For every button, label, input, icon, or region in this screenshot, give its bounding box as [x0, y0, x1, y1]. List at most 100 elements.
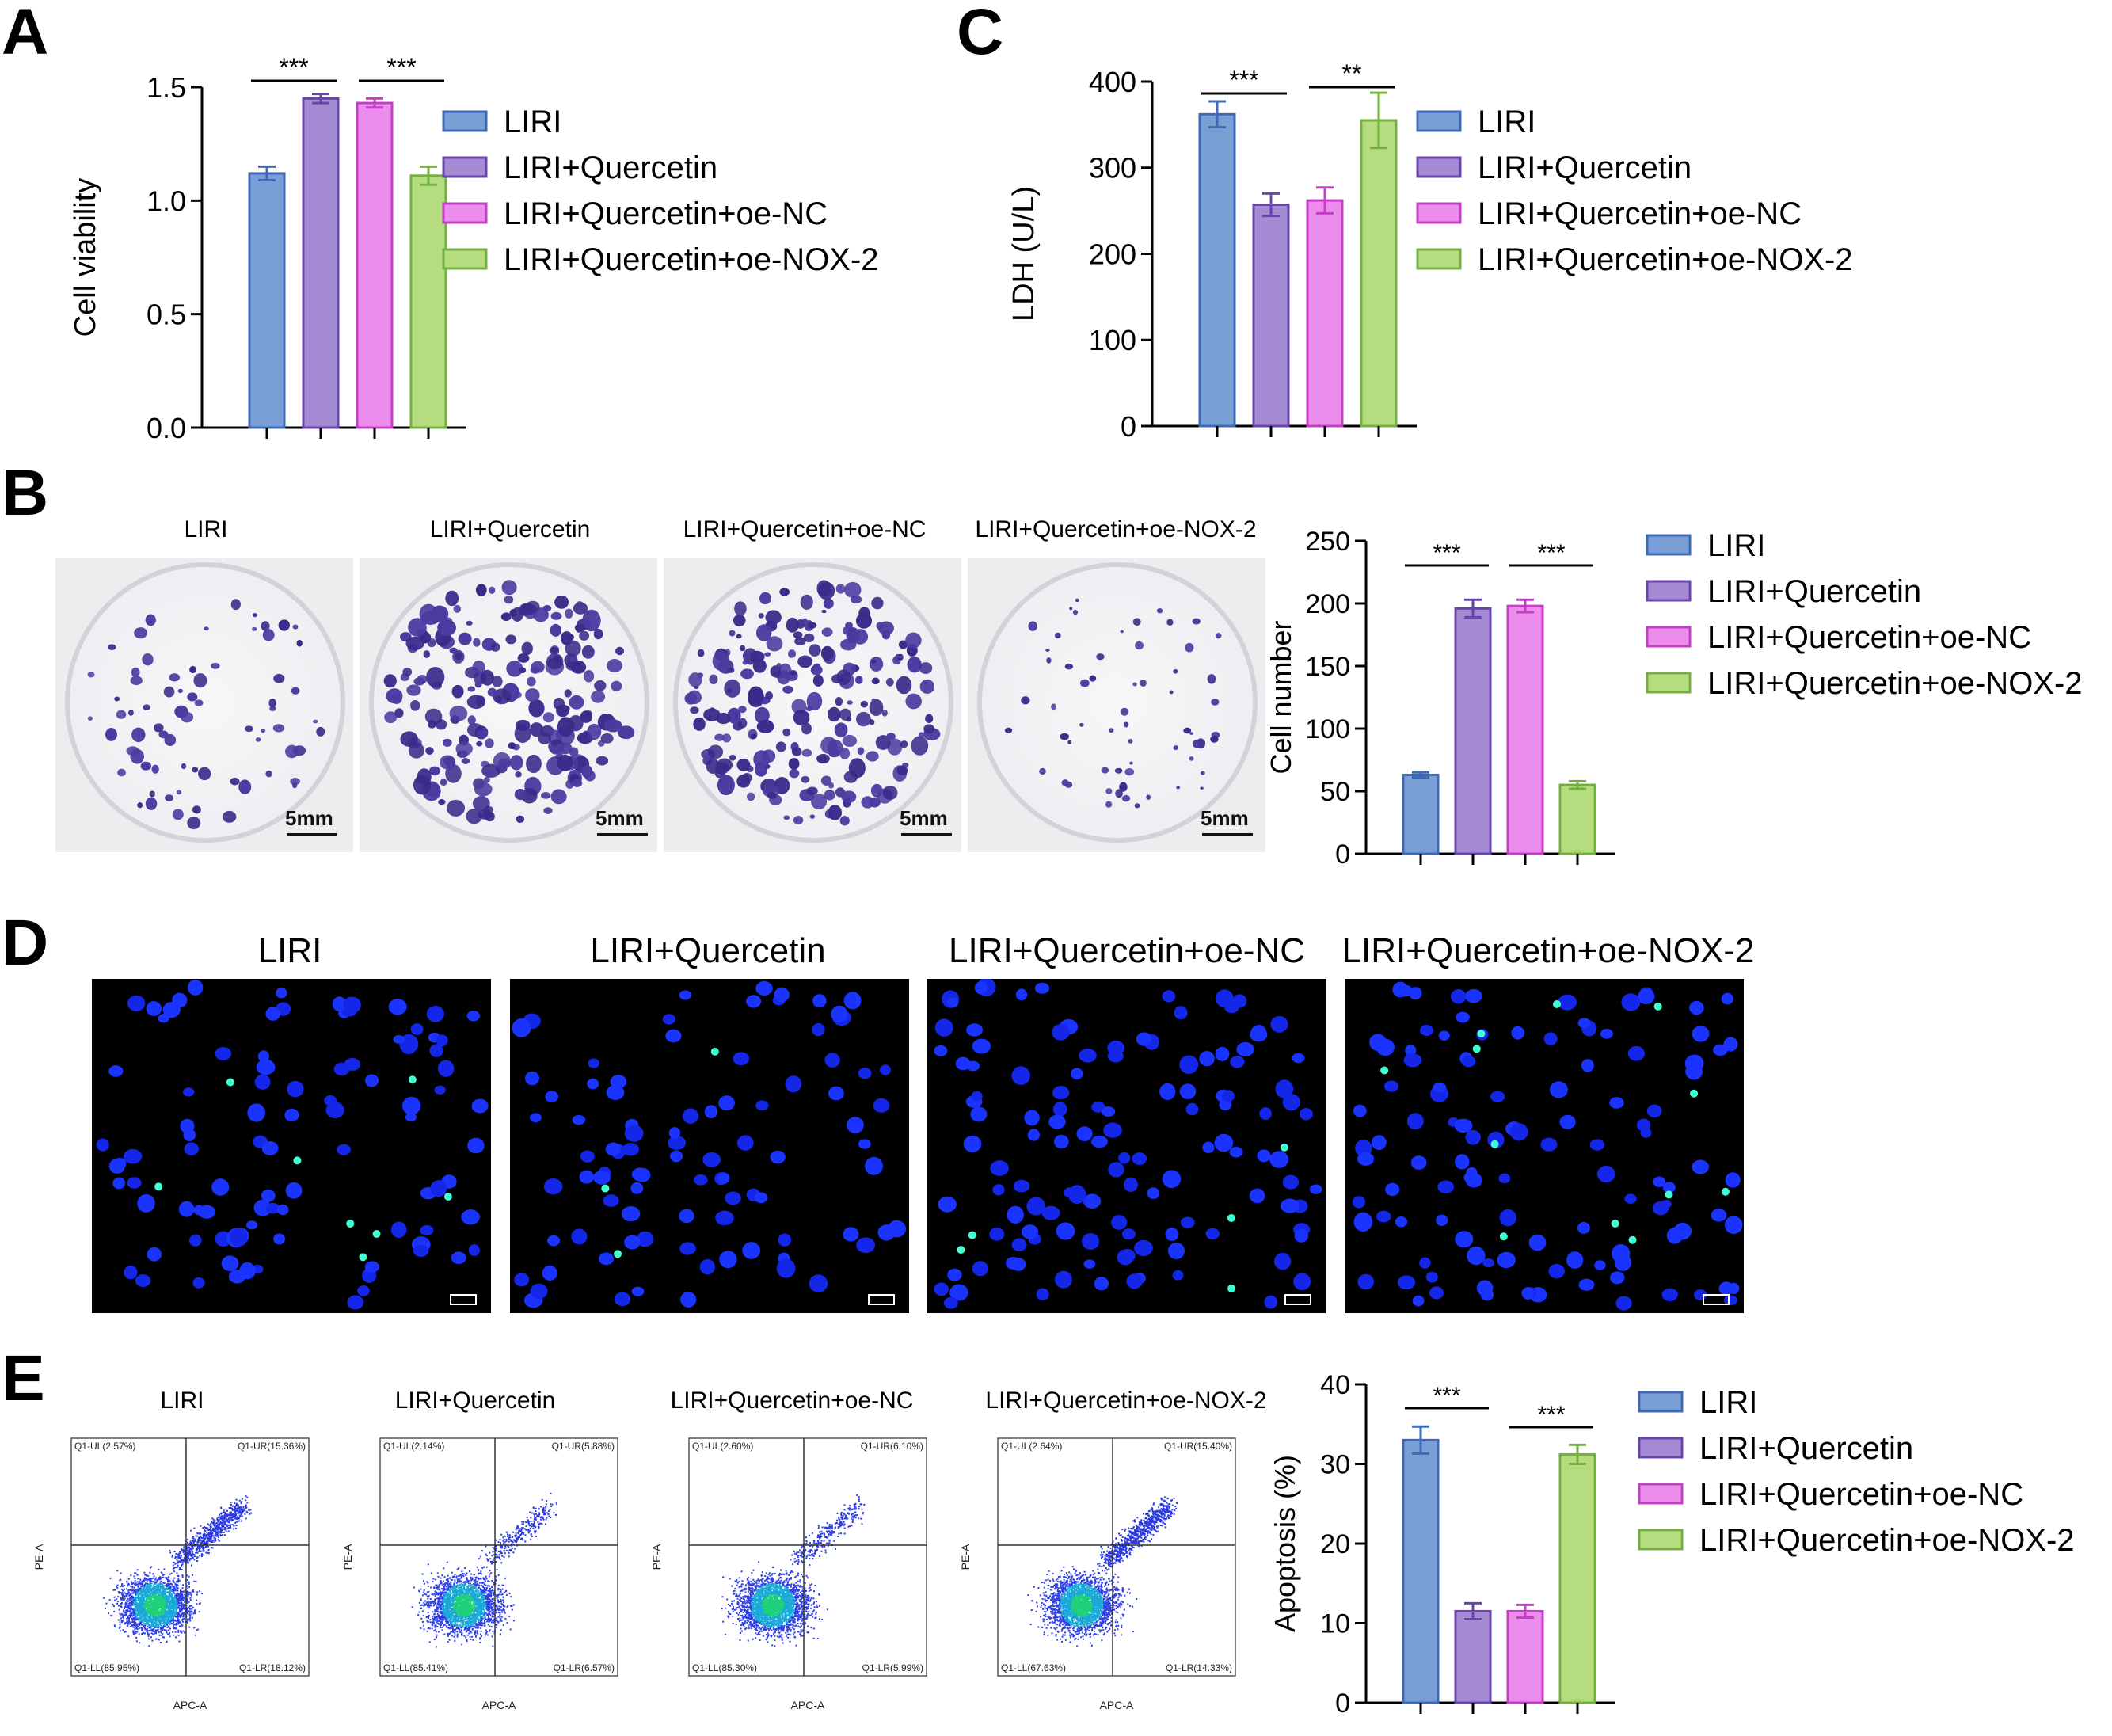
event — [188, 1610, 190, 1612]
event — [205, 1527, 207, 1529]
event — [144, 1607, 147, 1609]
event — [169, 1616, 172, 1619]
event — [196, 1603, 198, 1605]
nucleus — [257, 1050, 270, 1063]
event — [161, 1616, 163, 1618]
nucleus — [221, 1255, 239, 1272]
colony — [467, 686, 476, 692]
y-tick-label: 200 — [1305, 589, 1350, 619]
colony — [474, 782, 493, 797]
event — [169, 1599, 172, 1601]
event — [463, 1624, 466, 1626]
event — [176, 1563, 178, 1565]
colony — [919, 662, 933, 675]
nucleus — [332, 996, 347, 1012]
event — [158, 1616, 161, 1619]
event — [177, 1619, 179, 1621]
event — [189, 1551, 192, 1553]
event — [160, 1571, 162, 1574]
event — [226, 1513, 229, 1516]
event — [162, 1601, 164, 1604]
event — [166, 1615, 168, 1617]
event — [147, 1586, 150, 1588]
nucleus — [1425, 1271, 1438, 1283]
bar — [1506, 1609, 1544, 1704]
event — [213, 1525, 215, 1527]
colony — [905, 693, 922, 710]
event — [133, 1620, 135, 1622]
event — [165, 1611, 167, 1613]
event — [161, 1599, 163, 1601]
event — [154, 1582, 156, 1585]
event — [175, 1623, 177, 1625]
event — [148, 1624, 150, 1626]
fluorescence-label-liri: LIRI — [257, 931, 322, 970]
event — [481, 1612, 484, 1614]
nuclei — [96, 979, 489, 1310]
event — [190, 1548, 192, 1550]
colony — [492, 676, 503, 687]
event — [161, 1616, 163, 1619]
event — [199, 1555, 201, 1557]
event — [133, 1590, 135, 1593]
event — [161, 1593, 163, 1596]
legend-swatch — [1646, 672, 1692, 694]
nucleus — [1048, 1114, 1066, 1129]
event — [144, 1620, 147, 1623]
event — [137, 1605, 139, 1607]
nucleus — [127, 995, 146, 1011]
colony — [140, 761, 152, 771]
event — [186, 1574, 188, 1577]
nucleus — [230, 1228, 248, 1247]
event — [485, 1586, 488, 1589]
y-tick-label: 40 — [1320, 1370, 1350, 1400]
event — [234, 1517, 236, 1520]
colony — [145, 797, 158, 811]
event — [158, 1585, 160, 1587]
event — [147, 1588, 149, 1590]
event — [152, 1619, 154, 1621]
event — [176, 1588, 178, 1590]
event — [189, 1605, 192, 1607]
event — [443, 1601, 446, 1603]
nucleus — [966, 1023, 983, 1037]
event — [184, 1560, 186, 1563]
event — [210, 1537, 212, 1540]
nucleus — [1282, 1094, 1300, 1111]
event — [207, 1540, 209, 1543]
significance-label: *** — [1229, 66, 1258, 94]
colony — [151, 764, 159, 774]
colony — [1105, 801, 1113, 808]
event — [497, 1594, 499, 1597]
event — [139, 1607, 142, 1609]
event — [210, 1540, 212, 1543]
nucleus — [1056, 1222, 1075, 1240]
event — [183, 1546, 185, 1548]
event — [202, 1534, 204, 1536]
event — [238, 1507, 240, 1509]
colony — [413, 677, 425, 686]
event — [222, 1525, 224, 1527]
event — [143, 1632, 146, 1635]
event — [162, 1574, 164, 1577]
legend-swatch — [1416, 110, 1462, 132]
event — [167, 1613, 169, 1616]
nucleus — [873, 1098, 890, 1113]
nucleus — [1490, 1091, 1505, 1102]
event — [124, 1606, 127, 1608]
event — [129, 1599, 131, 1601]
event — [441, 1629, 443, 1631]
colony — [425, 747, 434, 755]
event — [499, 1633, 501, 1635]
event — [181, 1563, 184, 1566]
event — [140, 1618, 143, 1620]
colony — [581, 645, 595, 659]
event — [141, 1619, 143, 1621]
event — [176, 1572, 178, 1574]
event — [440, 1577, 442, 1579]
quadrant-ul-label: Q1-UL(2.57%) — [74, 1441, 135, 1452]
event — [125, 1588, 127, 1590]
nucleus — [1577, 1018, 1591, 1029]
nucleus — [1007, 1205, 1024, 1224]
event — [223, 1524, 226, 1526]
